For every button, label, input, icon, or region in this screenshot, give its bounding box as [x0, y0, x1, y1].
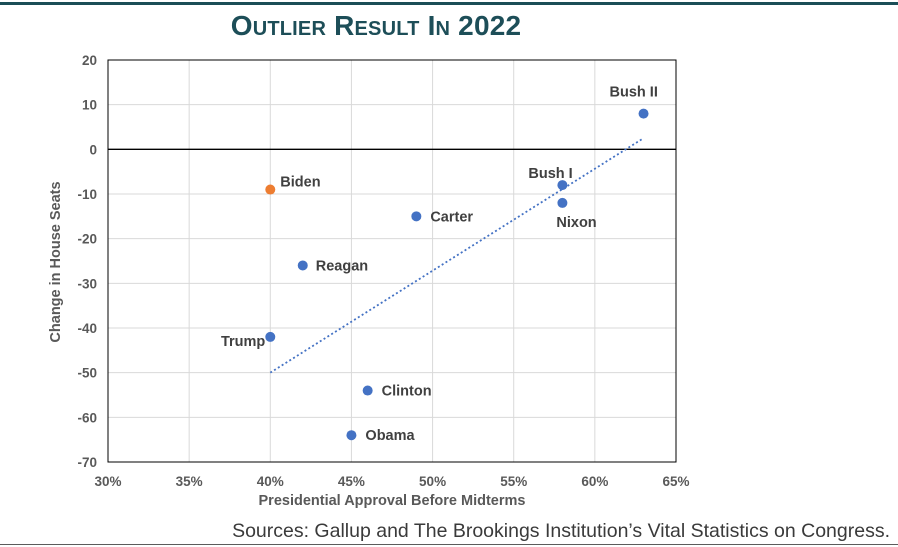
point-bush-ii	[638, 108, 649, 119]
point-label-bush-i: Bush I	[528, 166, 572, 182]
point-biden	[265, 184, 276, 195]
x-tick-label: 55%	[500, 474, 527, 489]
trendline	[269, 137, 645, 374]
x-tick-label: 30%	[94, 474, 121, 489]
point-label-trump: Trump	[221, 334, 265, 350]
x-tick-label: 65%	[662, 474, 689, 489]
y-tick-label: -40	[77, 321, 97, 336]
top-rule	[0, 2, 898, 5]
y-tick-label: -10	[77, 187, 97, 202]
point-obama	[346, 430, 357, 441]
y-tick-label: -20	[77, 232, 97, 247]
plot-border	[107, 59, 677, 463]
x-tick-label: 60%	[581, 474, 608, 489]
source-note: Sources: Gallup and The Brookings Instit…	[232, 520, 890, 542]
y-tick-label: 20	[82, 53, 97, 68]
point-bush-i	[557, 180, 568, 191]
point-clinton	[362, 385, 373, 396]
point-label-biden: Biden	[280, 175, 320, 191]
point-label-clinton: Clinton	[382, 384, 432, 400]
point-label-carter: Carter	[430, 209, 473, 225]
x-tick-label: 40%	[257, 474, 284, 489]
x-tick-label: 35%	[176, 474, 203, 489]
y-tick-label: -50	[77, 366, 97, 381]
point-reagan	[297, 260, 308, 271]
x-tick-label: 45%	[338, 474, 365, 489]
y-tick-label: -70	[77, 455, 97, 470]
y-axis-label: Change in House Seats	[48, 181, 64, 342]
x-axis-label: Presidential Approval Before Midterms	[259, 493, 526, 509]
chart-title: Outlier Result In 2022	[230, 10, 522, 41]
y-tick-label: 0	[89, 142, 97, 157]
y-tick-label: -30	[77, 276, 97, 291]
point-label-obama: Obama	[365, 428, 415, 444]
y-tick-label: 10	[82, 98, 97, 113]
point-trump	[265, 331, 276, 342]
bottom-rule	[0, 544, 898, 545]
scatter-chart: 30% 35% 40% 45% 50% 55% 60% 65% -70 -60 -50 -40 -30 -…	[48, 53, 690, 509]
point-label-reagan: Reagan	[316, 258, 368, 274]
point-nixon	[557, 197, 568, 208]
point-label-bush-ii: Bush II	[610, 85, 658, 101]
x-tick-label: 50%	[419, 474, 446, 489]
y-tick-label: -60	[77, 410, 97, 425]
point-carter	[411, 211, 422, 222]
point-label-nixon: Nixon	[556, 215, 596, 231]
